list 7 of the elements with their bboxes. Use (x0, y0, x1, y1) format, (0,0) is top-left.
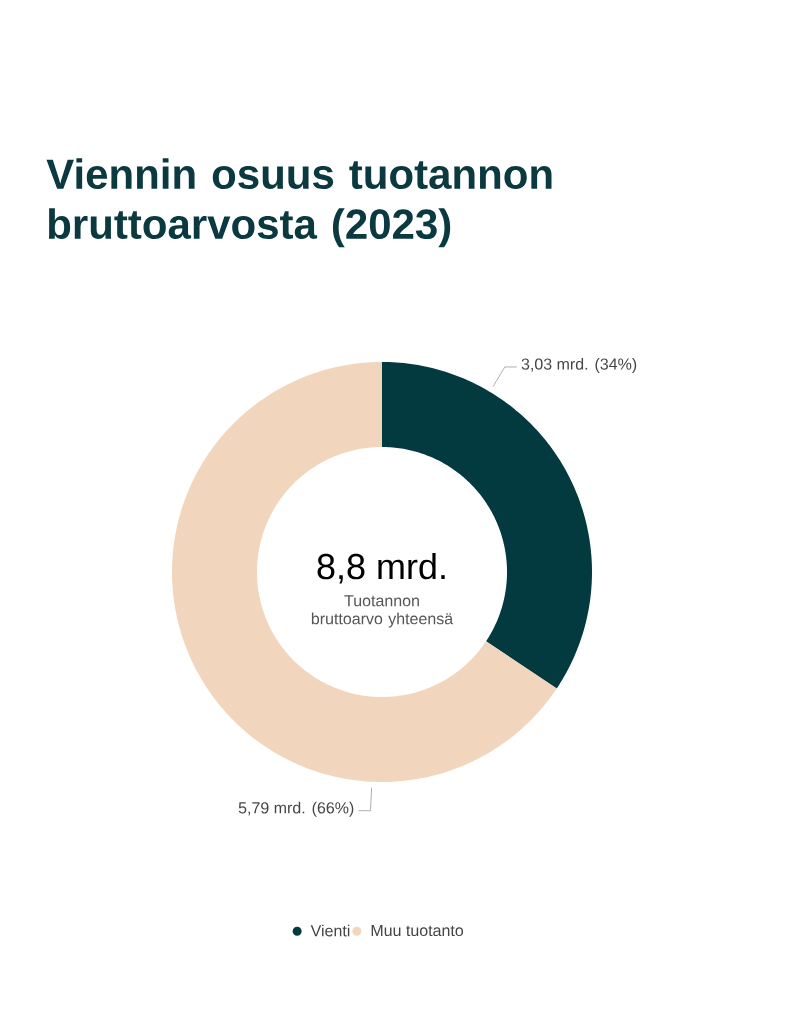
data-label: 5,79 mrd. (66%) (238, 801, 354, 817)
text: 8,8 mrd. (317, 552, 445, 584)
chart-title: Viennin osuus tuotannon bruttoarvosta (2023) (46, 158, 552, 248)
text: Tuotannon bruttoarvo yhteensä (311, 595, 454, 628)
legend-label: Muu tuotanto (371, 924, 464, 937)
data-label: 3,03 mrd. (34%) (521, 358, 637, 373)
legend-label: Vienti (310, 924, 350, 937)
